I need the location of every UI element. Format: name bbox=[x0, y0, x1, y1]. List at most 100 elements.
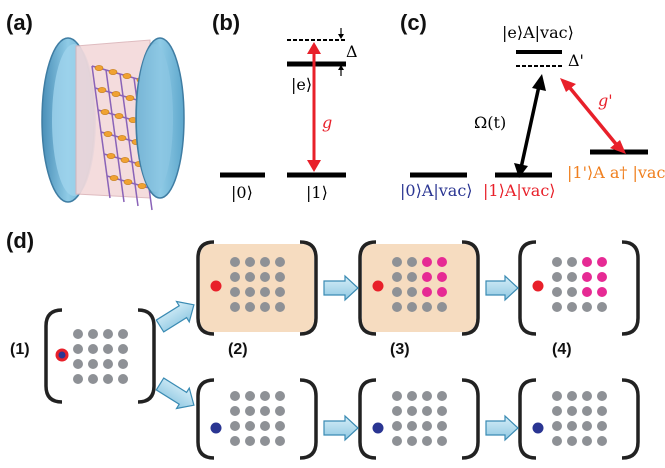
atom-dot bbox=[275, 391, 285, 401]
panel-label-a: (a) bbox=[6, 10, 33, 35]
delta-label: Δ bbox=[346, 42, 358, 61]
excited-atom-dot bbox=[597, 272, 607, 282]
cavity-step-4-red bbox=[518, 240, 640, 336]
lattice-atom bbox=[123, 179, 133, 185]
atom-dot bbox=[552, 436, 562, 446]
delta-prime-label: Δ' bbox=[568, 51, 584, 70]
cavity-mirror-right bbox=[461, 378, 480, 460]
atom-dot bbox=[552, 287, 562, 297]
atom-dot bbox=[392, 302, 402, 312]
lattice-atom bbox=[106, 153, 116, 159]
atom-dot bbox=[567, 421, 577, 431]
flow-arrow-shape bbox=[155, 377, 195, 410]
cavity-mirror-left bbox=[358, 378, 377, 460]
atom-dot bbox=[552, 406, 562, 416]
atom-dot bbox=[275, 406, 285, 416]
cavity-step-3-red bbox=[358, 240, 480, 336]
excited-vac-label: |e⟩A|vac⟩ bbox=[502, 23, 574, 42]
atom-dot bbox=[582, 421, 592, 431]
atom-dot bbox=[230, 406, 240, 416]
atom-dot bbox=[582, 406, 592, 416]
lattice-atom bbox=[109, 175, 119, 181]
atom-dot bbox=[392, 391, 402, 401]
atom-dot bbox=[245, 257, 255, 267]
atom-dot bbox=[597, 406, 607, 416]
ket-0-label: |0⟩ bbox=[231, 183, 253, 202]
right-mirror-face bbox=[137, 44, 173, 192]
step-label-2: (2) bbox=[228, 341, 248, 358]
lattice-atom bbox=[100, 109, 110, 115]
atom-dot bbox=[407, 421, 417, 431]
excited-atom-dot bbox=[582, 287, 592, 297]
atom-dot bbox=[407, 272, 417, 282]
atom-dot bbox=[230, 272, 240, 282]
atom-dot bbox=[437, 436, 447, 446]
atom-dot bbox=[392, 257, 402, 267]
atom-dot bbox=[118, 344, 128, 354]
flow-arrow-to-blue-branch bbox=[155, 377, 195, 410]
atom-dot bbox=[422, 421, 432, 431]
cavity-fill bbox=[200, 244, 314, 332]
flow-arrow-shape bbox=[485, 414, 519, 442]
flow-arrow-to-red-branch bbox=[155, 300, 195, 333]
flow-arrow-shape bbox=[323, 274, 359, 302]
atom-dot bbox=[567, 272, 577, 282]
excited-atom-dot bbox=[597, 257, 607, 267]
lattice-atom bbox=[120, 157, 130, 163]
atom-dot bbox=[437, 421, 447, 431]
cavity-step-2-blue bbox=[196, 378, 318, 460]
atom-dot bbox=[567, 287, 577, 297]
atom-dot bbox=[392, 287, 402, 297]
lattice-bond bbox=[122, 95, 127, 119]
atom-dot bbox=[118, 359, 128, 369]
panel-label-d: (d) bbox=[6, 228, 34, 253]
atom-dot bbox=[422, 302, 432, 312]
atom-dot bbox=[582, 302, 592, 312]
lattice-atom bbox=[114, 113, 124, 119]
atom-dot bbox=[275, 302, 285, 312]
cavity-step-1 bbox=[44, 308, 156, 404]
atom-dot bbox=[582, 436, 592, 446]
lattice-bond bbox=[105, 69, 110, 93]
atom-dot bbox=[567, 302, 577, 312]
excited-atom-dot bbox=[582, 272, 592, 282]
lattice-atom bbox=[94, 65, 104, 71]
atom-dot bbox=[597, 421, 607, 431]
lattice-bond bbox=[103, 153, 108, 177]
level-diagram-b: Δ g |e⟩ |0⟩ |1⟩ bbox=[220, 28, 358, 202]
atom-dot bbox=[407, 287, 417, 297]
atom-dot bbox=[245, 287, 255, 297]
lattice-bond bbox=[119, 73, 124, 97]
excited-atom-dot bbox=[422, 257, 432, 267]
atom-dot bbox=[392, 406, 402, 416]
atom-dot bbox=[275, 257, 285, 267]
atom-dot bbox=[73, 374, 83, 384]
lattice-bond bbox=[111, 113, 116, 137]
atom-dot bbox=[73, 359, 83, 369]
atom-dot bbox=[88, 344, 98, 354]
lattice-atom bbox=[122, 73, 132, 79]
flow-arrow-shape bbox=[485, 274, 519, 302]
excited-atom-dot bbox=[437, 257, 447, 267]
cavity-mirror-left bbox=[196, 240, 215, 336]
excited-atom-dot bbox=[582, 257, 592, 267]
atom-dot bbox=[88, 329, 98, 339]
lattice-bond bbox=[134, 183, 139, 207]
lattice-bond bbox=[91, 65, 96, 89]
omega-label: Ω(t) bbox=[474, 113, 506, 132]
atom-dot bbox=[260, 272, 270, 282]
step-label-4: (4) bbox=[552, 341, 572, 358]
qubit-red bbox=[210, 280, 222, 292]
atom-dot bbox=[552, 421, 562, 431]
atom-dot bbox=[245, 302, 255, 312]
atom-dot bbox=[230, 436, 240, 446]
atom-dot bbox=[567, 436, 577, 446]
atom-dot bbox=[88, 359, 98, 369]
lattice-bond bbox=[131, 161, 136, 185]
atom-dot bbox=[245, 436, 255, 446]
lattice-bond bbox=[120, 179, 125, 203]
lattice-bond bbox=[148, 187, 153, 211]
atom-dot bbox=[73, 344, 83, 354]
g-prime-arrow bbox=[568, 86, 618, 146]
